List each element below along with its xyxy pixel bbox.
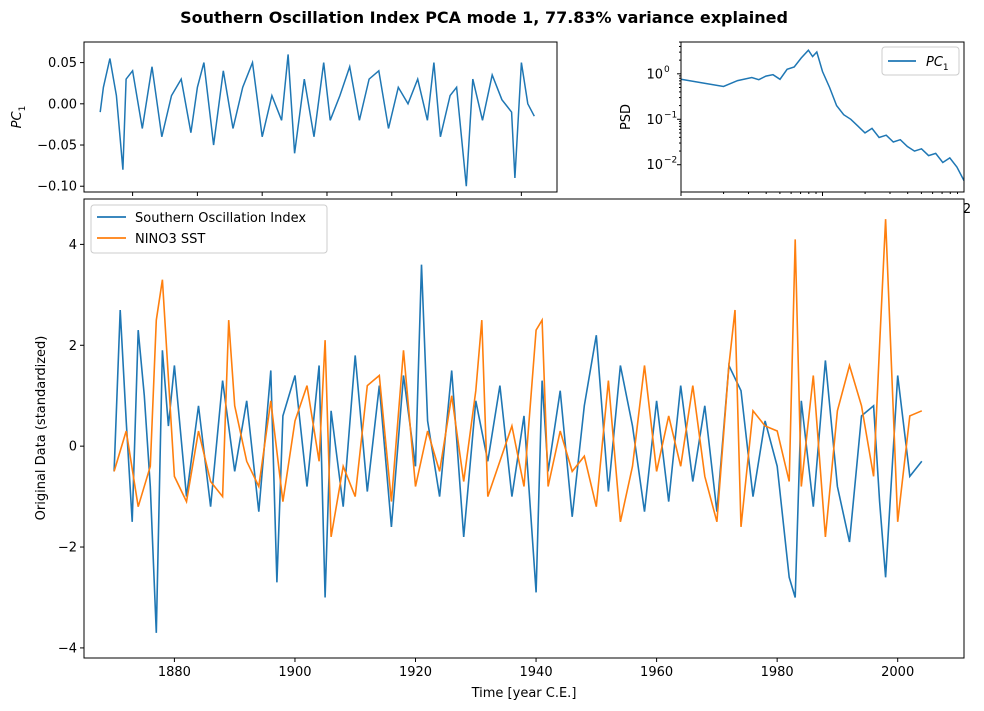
psd-ytick-exponent: 0 [664,65,670,75]
pc-ylabel: PC1 [10,106,28,129]
psd-ytick-exponent: −2 [664,156,677,166]
psd-legend: PC1 [881,46,960,76]
main-ytick-label: −2 [58,541,77,556]
pc-xticks [132,192,522,196]
pc-yticks: 0.05 0.00 −0.05 −0.10 [37,56,84,195]
nino3-series-line [113,219,923,538]
figure-title: Southern Oscillation Index PCA mode 1, 7… [180,8,788,27]
main-xtick-label: 1980 [761,665,794,680]
main-panel: 4 2 0 −2 −4 1880 1900 1920 1940 1960 1980 2000 Tim… [34,198,965,701]
soi-series-line [113,264,923,633]
main-axes-frame [83,198,965,659]
psd-ytick-label: 10 [646,158,663,173]
main-xtick-label: 1880 [158,665,191,680]
psd-series-line [680,48,965,181]
main-legend: Southern Oscillation Index NINO3 SST [90,204,328,254]
psd-xticks [680,192,959,196]
pc-ytick-label: −0.10 [37,180,77,195]
main-ylabel: Original Data (standardized) [34,336,49,521]
pc-panel: 0.05 0.00 −0.05 −0.10 PC1 [10,41,558,196]
main-ytick-label: 4 [69,238,77,253]
psd-ytick-label: 10 [646,113,663,128]
psd-ytick-label: 10 [646,67,663,82]
pc-ytick-label: 0.05 [48,56,77,71]
pc-series-line [99,54,535,187]
main-ytick-label: 2 [69,339,77,354]
psd-legend-label: PC1 [926,55,949,73]
main-series-layer [113,219,923,633]
pc-series-layer [99,54,535,187]
psd-ytick-exponent: −1 [664,110,677,120]
psd-xtick-fragment: 2 [963,202,971,217]
psd-legend-box [881,46,960,76]
main-legend-box [90,204,328,254]
pc-ytick-label: −0.05 [37,139,77,154]
pc-ylabel-main: PC [10,110,25,128]
main-xtick-label: 1920 [399,665,432,680]
main-xtick-label: 1940 [520,665,553,680]
main-ytick-label: 0 [69,440,77,455]
main-xticks: 1880 1900 1920 1940 1960 1980 2000 [158,658,914,680]
pc-ytick-label: 0.00 [48,97,77,112]
main-xtick-label: 1900 [278,665,311,680]
main-xtick-label: 2000 [881,665,914,680]
main-yticks: 4 2 0 −2 −4 [58,238,84,656]
psd-series-layer [680,48,965,181]
psd-legend-label-sub: 1 [943,63,949,73]
pc-axes-frame [83,41,558,193]
main-xlabel: Time [year C.E.] [471,686,577,701]
psd-legend-label-main: PC [926,55,944,70]
pc-ylabel-sub: 1 [18,106,28,112]
psd-ylabel: PSD [619,104,634,130]
main-legend-label-soi: Southern Oscillation Index [135,211,306,226]
main-ytick-label: −4 [58,641,77,656]
main-xtick-label: 1960 [640,665,673,680]
main-legend-label-nino3: NINO3 SST [135,232,205,247]
